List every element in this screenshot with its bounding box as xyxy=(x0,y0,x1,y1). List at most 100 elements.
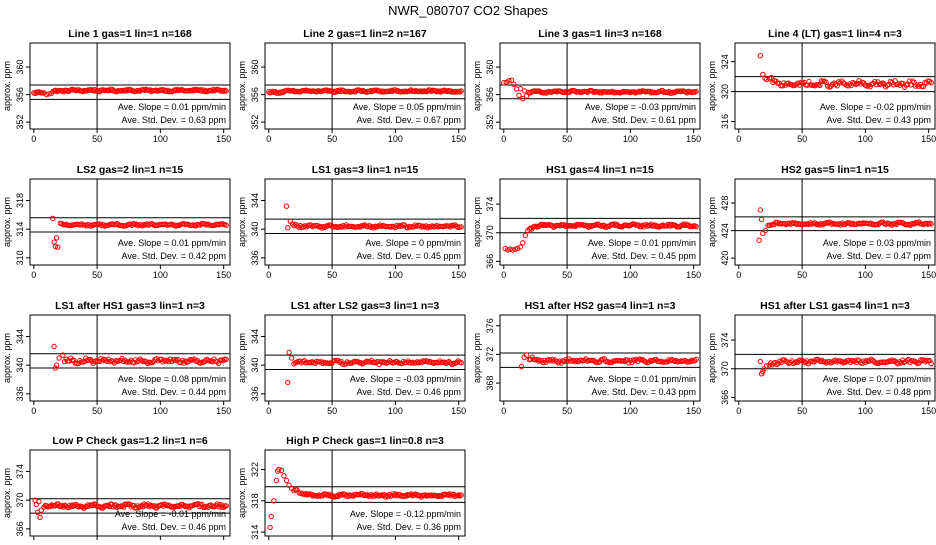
data-point xyxy=(52,243,58,250)
data-point xyxy=(584,223,590,229)
x-tick-label: 150 xyxy=(451,134,466,144)
x-tick-label: 100 xyxy=(388,134,403,144)
data-point xyxy=(757,358,763,365)
data-point xyxy=(220,357,226,364)
std-dev-annotation: Ave. Std. Dev. = 0.43 ppm xyxy=(592,387,696,397)
data-point xyxy=(868,220,874,226)
data-point xyxy=(756,237,762,243)
std-dev-annotation: Ave. Std. Dev. = 0.46 ppm xyxy=(122,522,226,532)
data-point xyxy=(52,365,58,371)
data-point xyxy=(523,93,530,99)
data-point xyxy=(75,360,81,367)
data-point xyxy=(683,221,689,227)
y-axis-label: approx. ppm xyxy=(472,333,482,383)
panel-title: LS2 gas=2 lin=1 n=15 xyxy=(77,164,184,176)
panel-11: HS1 after HS2 gas=4 lin=1 n=3 0 50 100 150 36… xyxy=(472,300,701,416)
data-point xyxy=(343,222,349,228)
x-tick-label: 0 xyxy=(501,270,506,280)
x-tick-label: 50 xyxy=(92,406,102,416)
data-point xyxy=(268,513,274,520)
slope-annotation: Ave. Slope = -0.01 ppm/min xyxy=(115,509,226,519)
y-tick-label: 340 xyxy=(250,222,260,237)
data-point xyxy=(216,360,222,366)
data-point xyxy=(287,218,293,225)
data-point xyxy=(927,357,933,364)
data-point xyxy=(47,503,54,509)
data-point xyxy=(906,356,912,363)
data-point xyxy=(760,368,766,375)
data-point xyxy=(510,247,516,253)
x-tick-label: 50 xyxy=(562,270,572,280)
plot-frame xyxy=(499,314,701,402)
data-point xyxy=(338,358,344,365)
data-point xyxy=(506,78,512,84)
y-tick-label: 318 xyxy=(15,193,25,208)
data-point xyxy=(508,77,515,83)
data-point xyxy=(768,74,774,81)
x-tick-label: 100 xyxy=(388,406,403,416)
panel-title: HS1 gas=4 lin=1 n=15 xyxy=(546,164,654,176)
y-tick-label: 320 xyxy=(720,84,730,99)
y-axis-label: approx. ppm xyxy=(2,197,12,247)
x-tick-label: 150 xyxy=(686,406,701,416)
y-tick-label: 336 xyxy=(250,386,260,401)
x-tick-label: 50 xyxy=(562,134,572,144)
y-tick-label: 370 xyxy=(720,361,730,376)
y-tick-label: 376 xyxy=(485,318,495,333)
std-dev-annotation: Ave. Std. Dev. = 0.47 ppm xyxy=(827,251,931,261)
x-tick-label: 100 xyxy=(623,134,638,144)
data-point xyxy=(928,360,934,367)
y-axis-label: approx. ppm xyxy=(237,333,247,383)
x-tick-label: 50 xyxy=(327,406,337,416)
panel-12: HS1 after LS1 gas=4 lin=1 n=3 0 50 100 150 36… xyxy=(707,300,936,416)
data-point xyxy=(793,81,800,88)
x-tick-label: 0 xyxy=(501,406,506,416)
data-point xyxy=(309,493,316,499)
data-point xyxy=(48,90,55,96)
data-point xyxy=(872,79,878,85)
data-point xyxy=(406,88,413,94)
data-point xyxy=(523,352,530,358)
y-tick-label: 374 xyxy=(485,197,495,212)
data-point xyxy=(60,352,66,358)
plot-frame xyxy=(734,178,936,266)
data-point xyxy=(53,362,60,368)
data-point xyxy=(267,524,273,531)
data-points xyxy=(285,349,464,386)
data-point xyxy=(384,492,390,499)
data-point xyxy=(69,502,76,508)
y-tick-label: 374 xyxy=(720,333,730,348)
data-point xyxy=(661,359,667,365)
data-point xyxy=(67,502,73,509)
y-axis-label: approx. ppm xyxy=(472,197,482,247)
data-point xyxy=(285,225,291,231)
slope-annotation: Ave. Slope = 0.05 ppm/min xyxy=(353,102,461,112)
data-point xyxy=(522,232,528,239)
data-point xyxy=(554,358,560,365)
data-points xyxy=(51,343,229,371)
data-point xyxy=(394,493,400,499)
plot-frame xyxy=(264,178,466,266)
panel-2: Line 2 gas=1 lin=2 n=167 0 50 100 150 352 356 3… xyxy=(237,28,466,144)
x-tick-label: 0 xyxy=(31,134,36,144)
data-point xyxy=(512,246,518,252)
y-tick-label: 336 xyxy=(250,250,260,265)
data-point xyxy=(458,492,464,498)
plot-frame xyxy=(499,42,701,130)
panel-title: High P Check gas=1 lin=0.8 n=3 xyxy=(286,435,444,447)
data-point xyxy=(458,224,464,230)
x-tick-label: 100 xyxy=(153,406,168,416)
data-point xyxy=(325,493,331,499)
panel-4: Line 4 (LT) gas=1 lin=4 n=3 0 50 100 150 316 3… xyxy=(707,28,936,144)
data-point xyxy=(757,207,763,213)
data-point xyxy=(693,223,699,230)
y-tick-label: 352 xyxy=(485,115,495,130)
y-axis-label: approx. ppm xyxy=(707,197,717,247)
data-point xyxy=(71,357,77,363)
data-point xyxy=(682,222,688,229)
data-point xyxy=(38,507,45,513)
data-point xyxy=(285,379,291,386)
data-point xyxy=(624,357,630,363)
x-tick-label: 150 xyxy=(451,270,466,280)
data-point xyxy=(762,227,769,234)
